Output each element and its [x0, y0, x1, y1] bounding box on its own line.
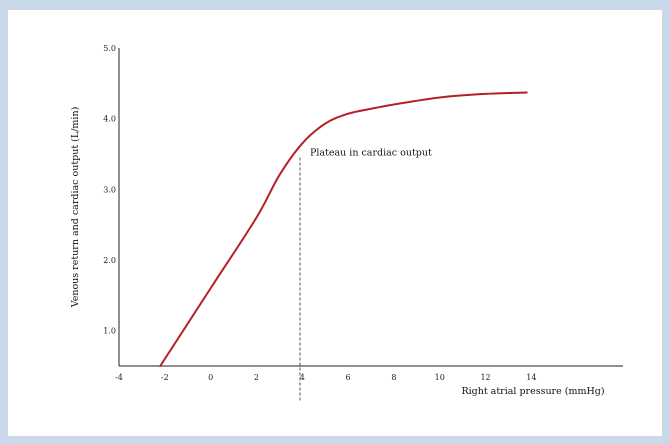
y-tick-label: 2.0 [103, 256, 116, 265]
x-tick-label: 4 [300, 373, 305, 382]
cardiac-output-chart: -4 -2 0 2 4 6 8 10 12 14 1.0 2.0 3.0 4.0 5.0 Plateau … [70, 44, 623, 402]
x-tick-label: -4 [115, 373, 123, 382]
x-tick-label: 12 [480, 373, 490, 382]
y-tick-label: 5.0 [103, 44, 116, 53]
x-tick-label: 10 [435, 373, 445, 382]
y-tick-label: 1.0 [103, 327, 116, 336]
x-tick-label: 6 [346, 373, 351, 382]
y-axis-label: Venous return and cardiac output (L/min) [70, 107, 81, 309]
x-tick-label: 14 [526, 373, 536, 382]
x-axis-label: Right atrial pressure (mmHg) [461, 386, 604, 397]
y-tick-label: 4.0 [103, 115, 116, 124]
x-tick-label: 8 [391, 373, 396, 382]
y-tick-label: 3.0 [103, 185, 116, 194]
annotation-layer: Plateau in cardiac output [299, 148, 432, 402]
x-tick-label: 0 [208, 373, 213, 382]
chart-frame: -4 -2 0 2 4 6 8 10 12 14 1.0 2.0 3.0 4.0 5.0 Plateau … [8, 10, 662, 436]
y-tick-labels: 1.0 2.0 3.0 4.0 5.0 [103, 44, 116, 336]
plateau-annotation-label: Plateau in cardiac output [310, 148, 432, 159]
x-tick-label: -2 [161, 373, 169, 382]
series-line [159, 91, 528, 367]
x-tick-labels: -4 -2 0 2 4 6 8 10 12 14 [115, 373, 536, 382]
series-layer [159, 91, 528, 367]
x-tick-label: 2 [254, 373, 259, 382]
axes [118, 48, 623, 367]
